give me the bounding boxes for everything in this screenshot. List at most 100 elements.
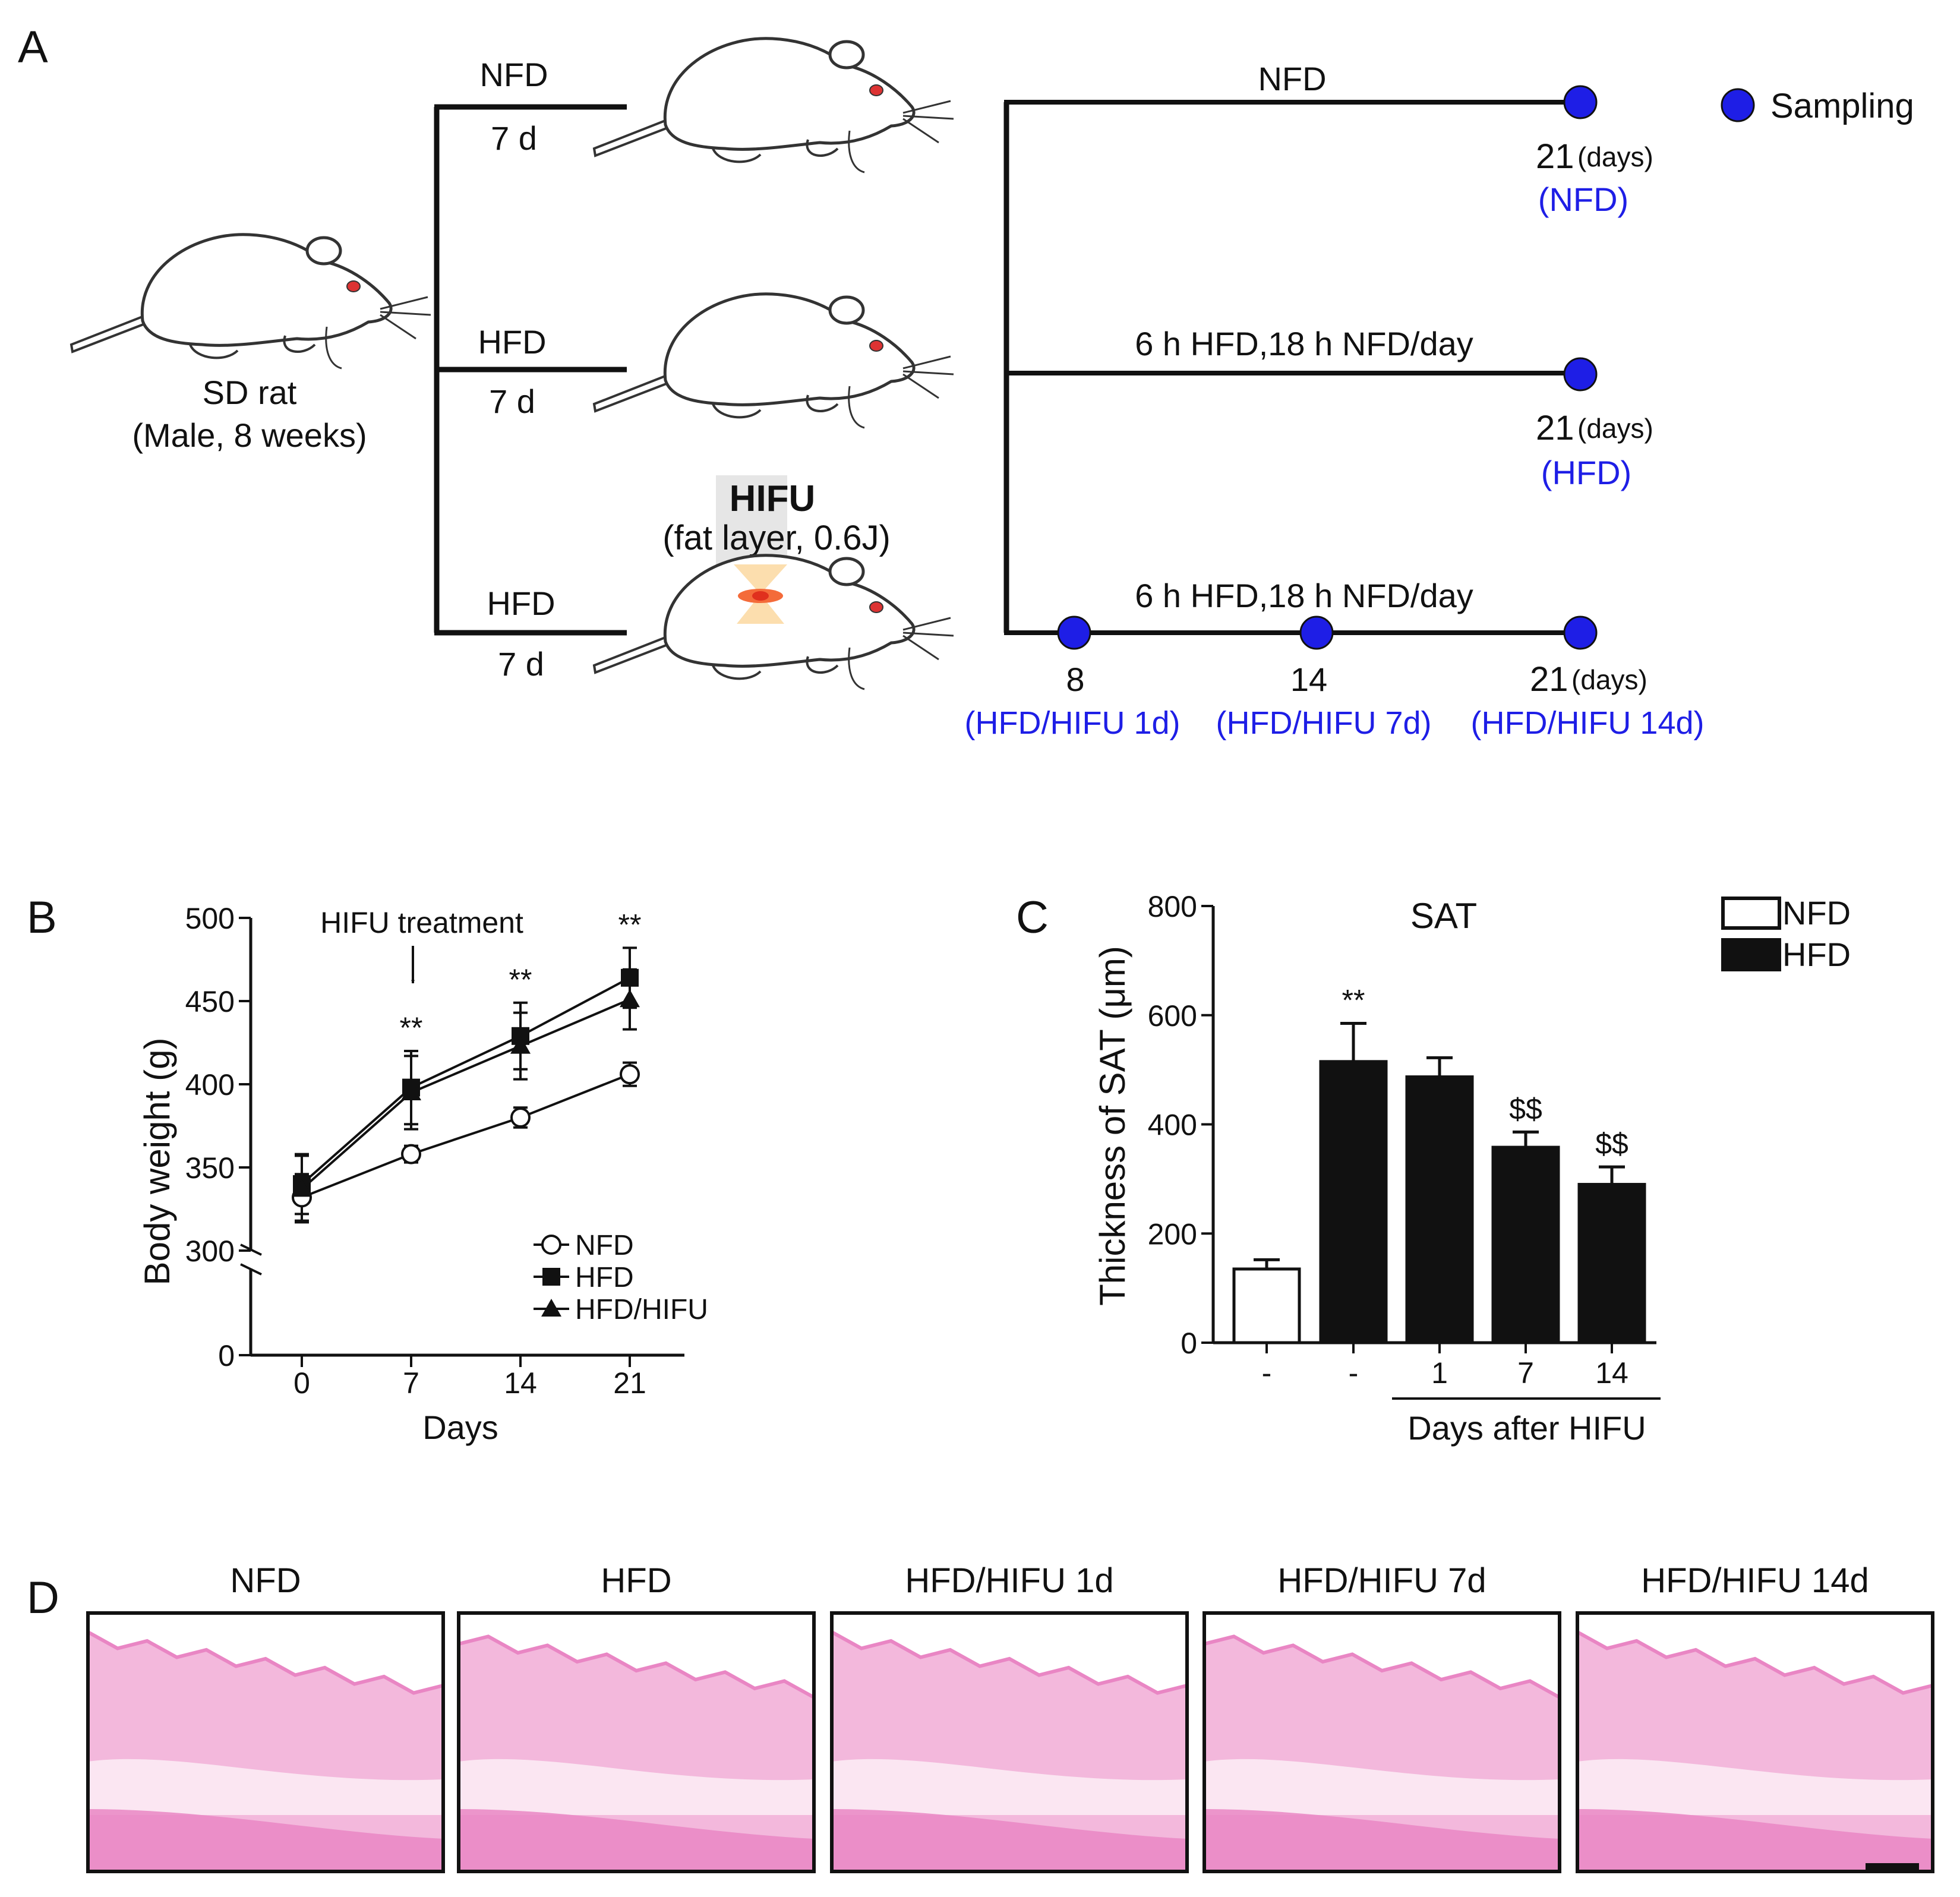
- x-tick-label: 7: [1517, 1356, 1534, 1390]
- histology-frame: [86, 1611, 445, 1873]
- rat-label: SD rat: [203, 374, 297, 411]
- sampling-dot: [1563, 357, 1598, 392]
- bar: [1405, 1075, 1474, 1344]
- panel-c-letter: C: [1016, 892, 1049, 943]
- y-tick-label: 500: [185, 902, 235, 935]
- arrow2-days: 7 d: [489, 383, 535, 420]
- data-point: [510, 1107, 531, 1128]
- hifu-focus-icon: [734, 564, 787, 624]
- timeline1-label: NFD: [1258, 60, 1326, 97]
- y-axis-title: Body weight (g): [137, 1038, 177, 1286]
- series-line: [301, 998, 630, 1190]
- data-point: [620, 1064, 640, 1085]
- significance-mark: $$: [1509, 1092, 1542, 1125]
- bar: [1232, 1267, 1301, 1344]
- legend-marker: [542, 1268, 560, 1286]
- arrow1-days: 7 d: [491, 119, 537, 157]
- hifu-subtitle: (fat layer, 0.6J): [662, 519, 891, 557]
- panel-d: D NFD HFD HFD/HIFU 1d HFD/HIFU 7d HFD/HIFU 1…: [27, 1561, 1934, 1873]
- legend-label: HFD/HIFU: [575, 1294, 708, 1325]
- t3-day3: 21: [1530, 660, 1568, 699]
- t2-day: 21: [1536, 409, 1574, 447]
- histology-title: HFD/HIFU 1d: [905, 1561, 1113, 1600]
- histology-frame: [1202, 1611, 1561, 1873]
- x-axis-title: Days: [422, 1409, 498, 1446]
- x-tick-label: 21: [613, 1366, 646, 1400]
- axis-break-mark: [240, 1263, 262, 1276]
- hifu-title: HIFU: [730, 478, 816, 519]
- y-tick-label: 0: [218, 1339, 235, 1372]
- t3-day2: 14: [1290, 661, 1327, 698]
- histology-frame: [1576, 1611, 1934, 1873]
- series-hfd: [295, 946, 637, 1216]
- arrow3-days: 7 d: [498, 645, 544, 683]
- panel-b: B Body weight (g) Days HIFU treatment 0 3…: [27, 892, 708, 1446]
- series-line: [301, 977, 630, 1185]
- series-hfd-hifu: [295, 968, 637, 1224]
- axis-break-mark: [240, 1243, 262, 1256]
- legend-label: NFD: [1782, 894, 1851, 932]
- x-tick-label: 14: [504, 1366, 537, 1400]
- data-point: [621, 968, 639, 987]
- sampling-dot: [1563, 85, 1598, 119]
- significance-mark: **: [400, 1011, 423, 1044]
- data-point: [620, 989, 640, 1008]
- y-tick-label: 350: [185, 1151, 235, 1185]
- x-tick-label: 14: [1595, 1356, 1628, 1390]
- histology-frame: [830, 1611, 1189, 1873]
- y-tick-label: 200: [1148, 1217, 1197, 1251]
- histology-title: HFD: [601, 1561, 671, 1600]
- data-point: [401, 1082, 421, 1100]
- histology-panel: NFD: [86, 1561, 445, 1873]
- x-axis-title: Days after HIFU: [1407, 1409, 1646, 1447]
- legend-marker: [541, 1299, 561, 1317]
- t3-unit: (days): [1571, 664, 1647, 695]
- sd-rat-icon: [71, 235, 431, 368]
- x-tick-label: -: [1262, 1356, 1272, 1390]
- x-tick-label: 1: [1431, 1356, 1448, 1390]
- y-axis-title: Thickness of SAT (μm): [1093, 946, 1132, 1306]
- panel-a: A SD rat (Male, 8 weeks) NFD 7 d HFD 7 d…: [18, 22, 1914, 741]
- t2-unit: (days): [1577, 413, 1653, 444]
- legend-sampling-label: Sampling: [1770, 87, 1914, 125]
- arrow1-diet: NFD: [479, 56, 548, 93]
- legend-label: HFD: [1782, 936, 1851, 973]
- series-line: [301, 1073, 630, 1199]
- y-tick-label: 800: [1148, 890, 1197, 923]
- significance-mark: $$: [1595, 1127, 1628, 1160]
- panel-c: C SAT Thickness of SAT (μm) Days after H…: [1016, 890, 1851, 1447]
- significance-mark: **: [1342, 984, 1365, 1017]
- legend-label: NFD: [575, 1230, 634, 1261]
- fat-layer: [459, 1759, 814, 1815]
- legend-sampling-dot: [1721, 88, 1755, 122]
- panel-a-letter: A: [18, 22, 48, 72]
- sampling-dot: [1057, 616, 1091, 650]
- significance-mark: **: [618, 908, 642, 941]
- fat-layer: [832, 1759, 1187, 1815]
- t3-day1: 8: [1066, 661, 1084, 698]
- fat-layer: [88, 1759, 443, 1815]
- histology-title: NFD: [230, 1561, 301, 1600]
- data-point: [292, 1179, 312, 1197]
- y-tick-label: 300: [185, 1235, 235, 1268]
- bar: [1491, 1145, 1560, 1344]
- panel-d-letter: D: [27, 1573, 59, 1623]
- histology-panel: HFD: [457, 1561, 816, 1873]
- histology-panel: HFD/HIFU 1d: [830, 1561, 1189, 1873]
- x-tick-label: -: [1349, 1356, 1359, 1390]
- legend-marker: [541, 1235, 561, 1255]
- rat-sublabel: (Male, 8 weeks): [132, 416, 367, 454]
- timeline3-label: 6 h HFD,18 h NFD/day: [1135, 577, 1473, 614]
- muscle-layer: [88, 1809, 443, 1871]
- data-point: [401, 1144, 421, 1164]
- y-tick-label: 450: [185, 985, 235, 1018]
- t1-unit: (days): [1577, 141, 1653, 172]
- t3-group1: (HFD/HIFU 1d): [965, 705, 1181, 741]
- sat-thickness-chart: SAT Thickness of SAT (μm) Days after HIF…: [1093, 890, 1851, 1447]
- histology-title: HFD/HIFU 7d: [1277, 1561, 1486, 1600]
- histology-panel: HFD/HIFU 14d: [1576, 1561, 1934, 1873]
- legend-swatch: [1721, 938, 1781, 971]
- hifu-transducer: [716, 475, 787, 564]
- data-point: [510, 1036, 531, 1054]
